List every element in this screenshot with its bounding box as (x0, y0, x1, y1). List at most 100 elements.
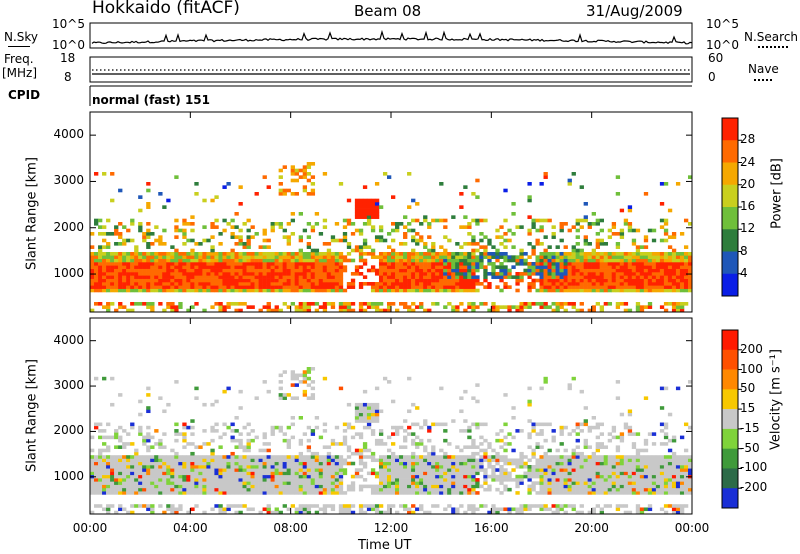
power-cell (198, 288, 203, 293)
velocity-cell (567, 455, 572, 459)
power-cell (294, 268, 299, 273)
velocity-cell (531, 481, 536, 485)
power-cell (643, 278, 649, 283)
velocity-cell (202, 442, 207, 446)
velocity-cell (431, 465, 436, 469)
power-cell (190, 255, 195, 259)
velocity-cell (635, 461, 641, 466)
power-cell (182, 232, 187, 236)
velocity-cell (262, 448, 267, 453)
power-cell (326, 278, 332, 283)
velocity-cell (575, 461, 580, 466)
power-cell (174, 282, 179, 286)
velocity-cell (258, 461, 263, 466)
velocity-cell (587, 461, 592, 466)
velocity-cell (619, 432, 625, 436)
power-cell (294, 285, 299, 289)
power-cell (278, 268, 283, 273)
power-cell (495, 275, 500, 279)
velocity-cell (591, 416, 596, 420)
velocity-cell (162, 484, 167, 489)
velocity-cell (374, 409, 380, 414)
power-cell (238, 262, 243, 266)
power-cell (314, 262, 320, 266)
power-cell (447, 238, 452, 243)
power-cell (503, 285, 508, 289)
velocity-cell (531, 468, 536, 472)
velocity-cell (647, 474, 653, 479)
power-cell (94, 278, 99, 283)
power-cell (182, 218, 187, 223)
power-cell (298, 278, 303, 283)
power-cell (539, 252, 544, 256)
power-cell (635, 308, 641, 313)
power-cell (214, 272, 219, 276)
velocity-cell (527, 478, 532, 482)
power-cell (154, 225, 159, 229)
velocity-cell (499, 481, 504, 485)
velocity-cell (150, 474, 155, 479)
power-cell (286, 305, 291, 309)
power-cell (162, 255, 167, 259)
power-cell (391, 228, 396, 233)
velocity-cell (595, 491, 600, 495)
power-cell (126, 308, 131, 313)
velocity-cell (443, 458, 448, 463)
velocity-cell (399, 504, 404, 508)
velocity-cell (254, 465, 259, 469)
velocity-cell (278, 380, 283, 384)
velocity-cell (483, 448, 488, 453)
power-cell (579, 278, 584, 283)
velocity-cell (150, 491, 155, 495)
velocity-cell (386, 510, 392, 515)
power-cell (358, 248, 364, 253)
power-cell (671, 285, 677, 289)
velocity-cell (579, 474, 584, 479)
power-cell (663, 222, 669, 226)
velocity-cell (611, 465, 617, 469)
velocity-cell (138, 491, 143, 495)
power-cell (419, 282, 424, 286)
velocity-cell (358, 435, 364, 440)
power-cell (483, 218, 488, 223)
velocity-cell (539, 484, 544, 489)
velocity-cell (411, 465, 416, 469)
velocity-cell (102, 442, 107, 446)
power-cell (118, 258, 123, 263)
power-cell (559, 258, 564, 263)
power-cell (403, 225, 408, 229)
velocity-cell (106, 445, 111, 449)
power-cell (174, 258, 179, 263)
power-cell (495, 255, 500, 259)
power-cell (559, 282, 564, 286)
velocity-cell (399, 484, 404, 489)
power-cell (242, 252, 247, 256)
velocity-cell (559, 425, 564, 430)
velocity-cell (234, 429, 239, 433)
velocity-cell (270, 468, 275, 472)
power-cell (503, 275, 508, 279)
power-cell (338, 255, 344, 259)
velocity-cell (459, 474, 464, 479)
power-cell (330, 235, 336, 239)
power-cell (559, 268, 564, 273)
velocity-cell (262, 435, 267, 440)
velocity-cell (611, 484, 617, 489)
velocity-cell (278, 386, 283, 391)
power-cell (266, 308, 271, 313)
velocity-cell (262, 465, 267, 469)
power-cell (102, 262, 107, 266)
velocity-cell (411, 487, 416, 492)
velocity-cell (671, 451, 677, 456)
velocity-cell (563, 468, 568, 472)
velocity-cell (623, 468, 629, 472)
velocity-cell (655, 481, 661, 485)
velocity-cell (423, 471, 428, 476)
velocity-cell (615, 484, 621, 489)
power-cell (639, 252, 645, 256)
power-cell (559, 222, 564, 226)
velocity-cell (242, 468, 247, 472)
power-cell (310, 278, 316, 283)
velocity-cell (270, 510, 275, 515)
power-cell (370, 198, 376, 203)
